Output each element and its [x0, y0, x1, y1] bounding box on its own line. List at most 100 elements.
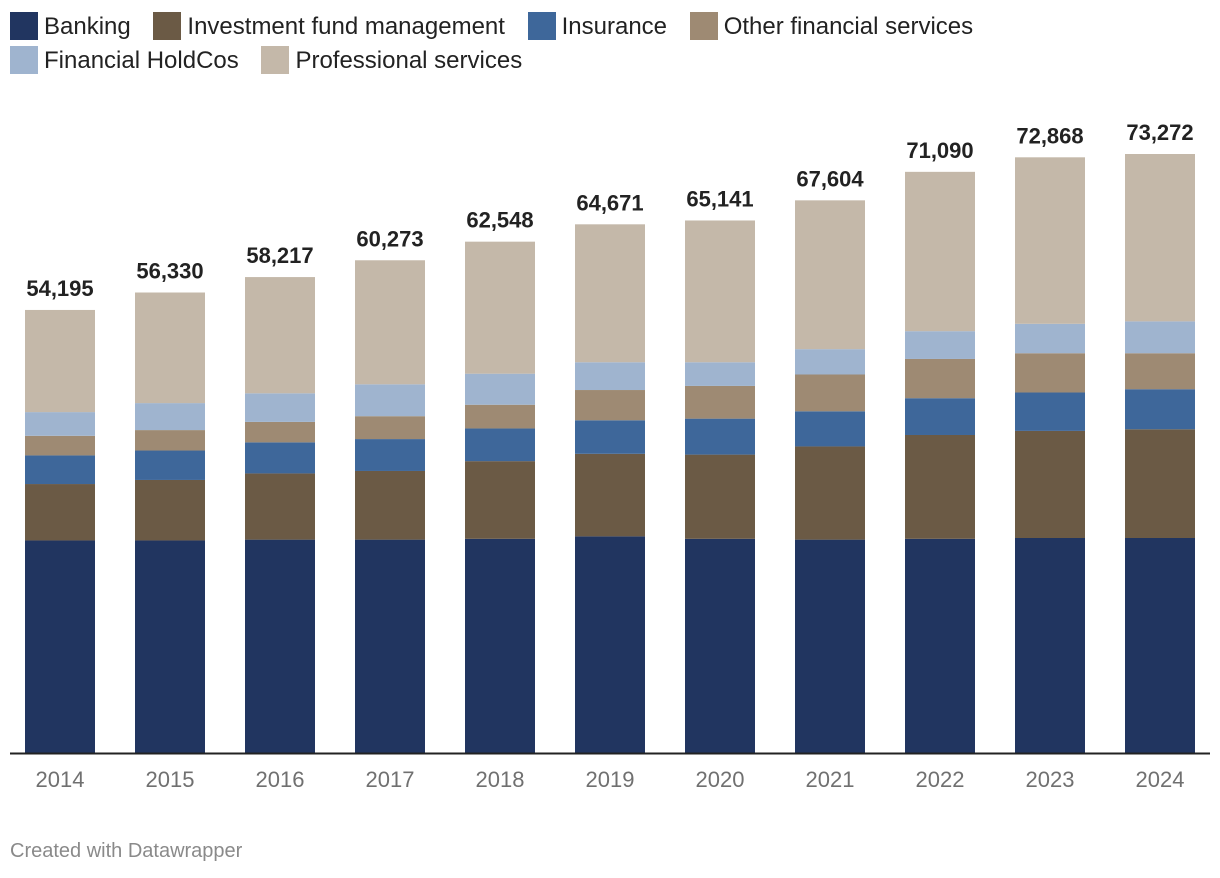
- bar-2022-other-financial-services: [905, 358, 975, 399]
- x-tick-label-2021: 2021: [806, 767, 855, 792]
- bar-2014-professional-services: [25, 309, 95, 413]
- x-tick-label-2018: 2018: [476, 767, 525, 792]
- bar-2020-financial-holdcos: [685, 362, 755, 386]
- legend-swatch-other-financial-services: [689, 12, 718, 40]
- bar-2019-investment-fund-management: [575, 453, 645, 537]
- bar-2017-insurance: [355, 439, 425, 471]
- bar-2024-insurance: [1125, 389, 1195, 430]
- bar-2020-banking: [685, 538, 755, 753]
- total-label-2024: 73,272: [1126, 120, 1193, 145]
- legend-swatch-financial-holdcos: [10, 46, 38, 74]
- bar-2021-financial-holdcos: [795, 349, 865, 375]
- bar-2023-insurance: [1015, 392, 1085, 431]
- legend: Banking Investment fund management Insur…: [10, 10, 1210, 78]
- bar-2023-professional-services: [1015, 157, 1085, 324]
- legend-item-financial-holdcos: Financial HoldCos: [10, 44, 239, 78]
- bar-2014-banking: [25, 540, 95, 753]
- total-label-2018: 62,548: [466, 208, 533, 233]
- bar-2015-banking: [135, 540, 205, 753]
- x-tick-label-2016: 2016: [256, 767, 305, 792]
- total-label-2021: 67,604: [796, 166, 864, 191]
- bar-2023-banking: [1015, 537, 1085, 753]
- total-label-2017: 60,273: [356, 226, 423, 251]
- bar-2017-financial-holdcos: [355, 384, 425, 417]
- bar-2024-professional-services: [1125, 154, 1195, 322]
- legend-swatch-investment-fund-management: [153, 12, 182, 40]
- bar-2021-banking: [795, 539, 865, 753]
- total-label-2015: 56,330: [136, 259, 203, 284]
- x-tick-label-2014: 2014: [36, 767, 85, 792]
- total-label-2016: 58,217: [246, 243, 313, 268]
- total-label-2020: 65,141: [686, 186, 753, 211]
- bar-2022-insurance: [905, 398, 975, 435]
- legend-label-other-financial-services: Other financial services: [723, 13, 974, 40]
- bar-2016-other-financial-services: [245, 421, 315, 443]
- bar-2020-professional-services: [685, 220, 755, 363]
- x-tick-label-2017: 2017: [366, 767, 415, 792]
- bar-2018-financial-holdcos: [465, 373, 535, 405]
- bar-2019-professional-services: [575, 224, 645, 363]
- x-tick-label-2022: 2022: [916, 767, 965, 792]
- bar-2016-professional-services: [245, 277, 315, 394]
- bar-2015-investment-fund-management: [135, 479, 205, 541]
- total-label-2019: 64,671: [576, 190, 643, 215]
- bar-2016-insurance: [245, 442, 315, 474]
- bar-2019-other-financial-services: [575, 390, 645, 421]
- bar-2017-professional-services: [355, 260, 425, 385]
- x-tick-label-2024: 2024: [1136, 767, 1185, 792]
- legend-swatch-professional-services: [261, 46, 290, 74]
- bar-2024-other-financial-services: [1125, 353, 1195, 390]
- bar-2016-banking: [245, 539, 315, 753]
- legend-item-other-financial-services: Other financial services: [689, 10, 974, 44]
- bar-2021-insurance: [795, 411, 865, 447]
- bar-2022-professional-services: [905, 171, 975, 332]
- legend-label-professional-services: Professional services: [295, 47, 523, 74]
- bar-2021-investment-fund-management: [795, 446, 865, 540]
- legend-label-investment-fund-management: Investment fund management: [187, 13, 505, 40]
- bar-2022-banking: [905, 538, 975, 753]
- bar-2014-financial-holdcos: [25, 412, 95, 436]
- bar-2023-financial-holdcos: [1015, 323, 1085, 354]
- bar-2014-investment-fund-management: [25, 484, 95, 541]
- bar-2018-professional-services: [465, 241, 535, 374]
- legend-swatch-insurance: [527, 12, 556, 40]
- bar-2022-financial-holdcos: [905, 331, 975, 359]
- total-label-2014: 54,195: [26, 276, 93, 301]
- bar-2018-insurance: [465, 428, 535, 462]
- bar-2018-other-financial-services: [465, 404, 535, 429]
- bar-2014-other-financial-services: [25, 435, 95, 456]
- bar-2016-financial-holdcos: [245, 393, 315, 422]
- bar-2015-insurance: [135, 450, 205, 480]
- bar-2023-investment-fund-management: [1015, 430, 1085, 538]
- bar-2018-investment-fund-management: [465, 461, 535, 539]
- datawrapper-credit: Created with Datawrapper: [10, 840, 243, 862]
- bar-2021-other-financial-services: [795, 374, 865, 412]
- x-tick-label-2019: 2019: [586, 767, 635, 792]
- bar-2023-other-financial-services: [1015, 353, 1085, 393]
- bar-2018-banking: [465, 538, 535, 753]
- stacked-bar-chart: 54,195 2014 56,330 2015 58,217 2016 60,273 2017…: [10, 120, 1210, 792]
- legend-label-financial-holdcos: Financial HoldCos: [44, 47, 239, 74]
- bar-2017-other-financial-services: [355, 416, 425, 440]
- total-label-2022: 71,090: [906, 138, 973, 163]
- bar-2024-banking: [1125, 537, 1195, 753]
- bar-2024-financial-holdcos: [1125, 321, 1195, 354]
- bar-2022-investment-fund-management: [905, 434, 975, 539]
- legend-item-professional-services: Professional services: [261, 44, 522, 78]
- total-label-2023: 72,868: [1016, 123, 1083, 148]
- bar-2019-financial-holdcos: [575, 362, 645, 391]
- bar-2020-insurance: [685, 418, 755, 455]
- bar-2024-investment-fund-management: [1125, 429, 1195, 538]
- bar-2019-banking: [575, 536, 645, 753]
- legend-swatch-banking: [10, 12, 38, 40]
- bar-2015-other-financial-services: [135, 430, 205, 451]
- bar-2017-investment-fund-management: [355, 470, 425, 540]
- bar-2017-banking: [355, 539, 425, 753]
- bar-2019-insurance: [575, 420, 645, 454]
- x-tick-label-2023: 2023: [1026, 767, 1075, 792]
- legend-item-banking: Banking: [10, 10, 131, 44]
- x-tick-label-2015: 2015: [146, 767, 195, 792]
- bar-2020-investment-fund-management: [685, 454, 755, 539]
- legend-item-insurance: Insurance: [527, 10, 667, 44]
- bar-2021-professional-services: [795, 200, 865, 350]
